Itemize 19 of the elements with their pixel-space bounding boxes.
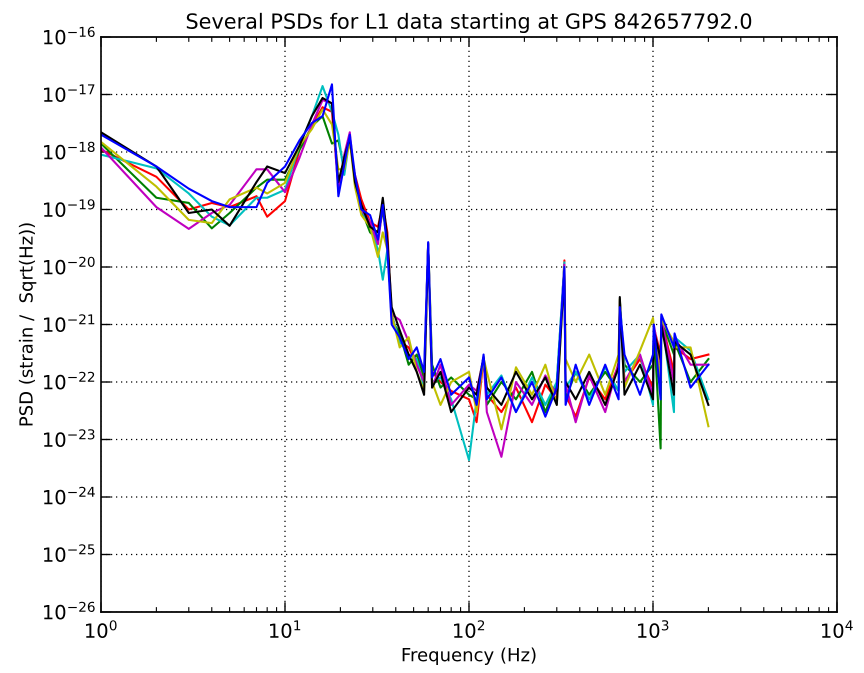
y-tick-label: 10$^{−23}$ xyxy=(44,429,94,448)
y-tick-label: 10$^{−26}$ xyxy=(44,602,95,620)
y-tick-label: 10$^{−24}$ xyxy=(44,486,95,505)
y-tick-label: 10$^{−18}$ xyxy=(44,142,95,160)
chart-title: Several PSDs for L1 data starting at GPS 842657792.0 xyxy=(186,12,752,33)
y-tick-label: 10$^{−16}$ xyxy=(44,26,95,45)
y-axis-title: PSD (strain / Sqrt(Hz)) xyxy=(18,223,36,426)
x-tick-label: 10$^{1}$ xyxy=(270,620,300,638)
y-tick-label: 10$^{−17}$ xyxy=(44,84,94,102)
x-axis-title: Frequency (Hz) xyxy=(402,648,536,665)
x-tick-label: 10$^{0}$ xyxy=(86,620,117,638)
y-tick-label: 10$^{−21}$ xyxy=(44,314,94,332)
y-tick-label: 10$^{−25}$ xyxy=(44,544,94,562)
x-tick-label: 10$^{4}$ xyxy=(822,620,853,638)
y-tick-label: 10$^{−22}$ xyxy=(44,372,94,390)
x-tick-label: 10$^{3}$ xyxy=(638,620,668,638)
x-tick-label: 10$^{2}$ xyxy=(454,620,484,638)
y-tick-label: 10$^{−20}$ xyxy=(44,256,95,275)
y-tick-label: 10$^{−19}$ xyxy=(44,199,95,218)
